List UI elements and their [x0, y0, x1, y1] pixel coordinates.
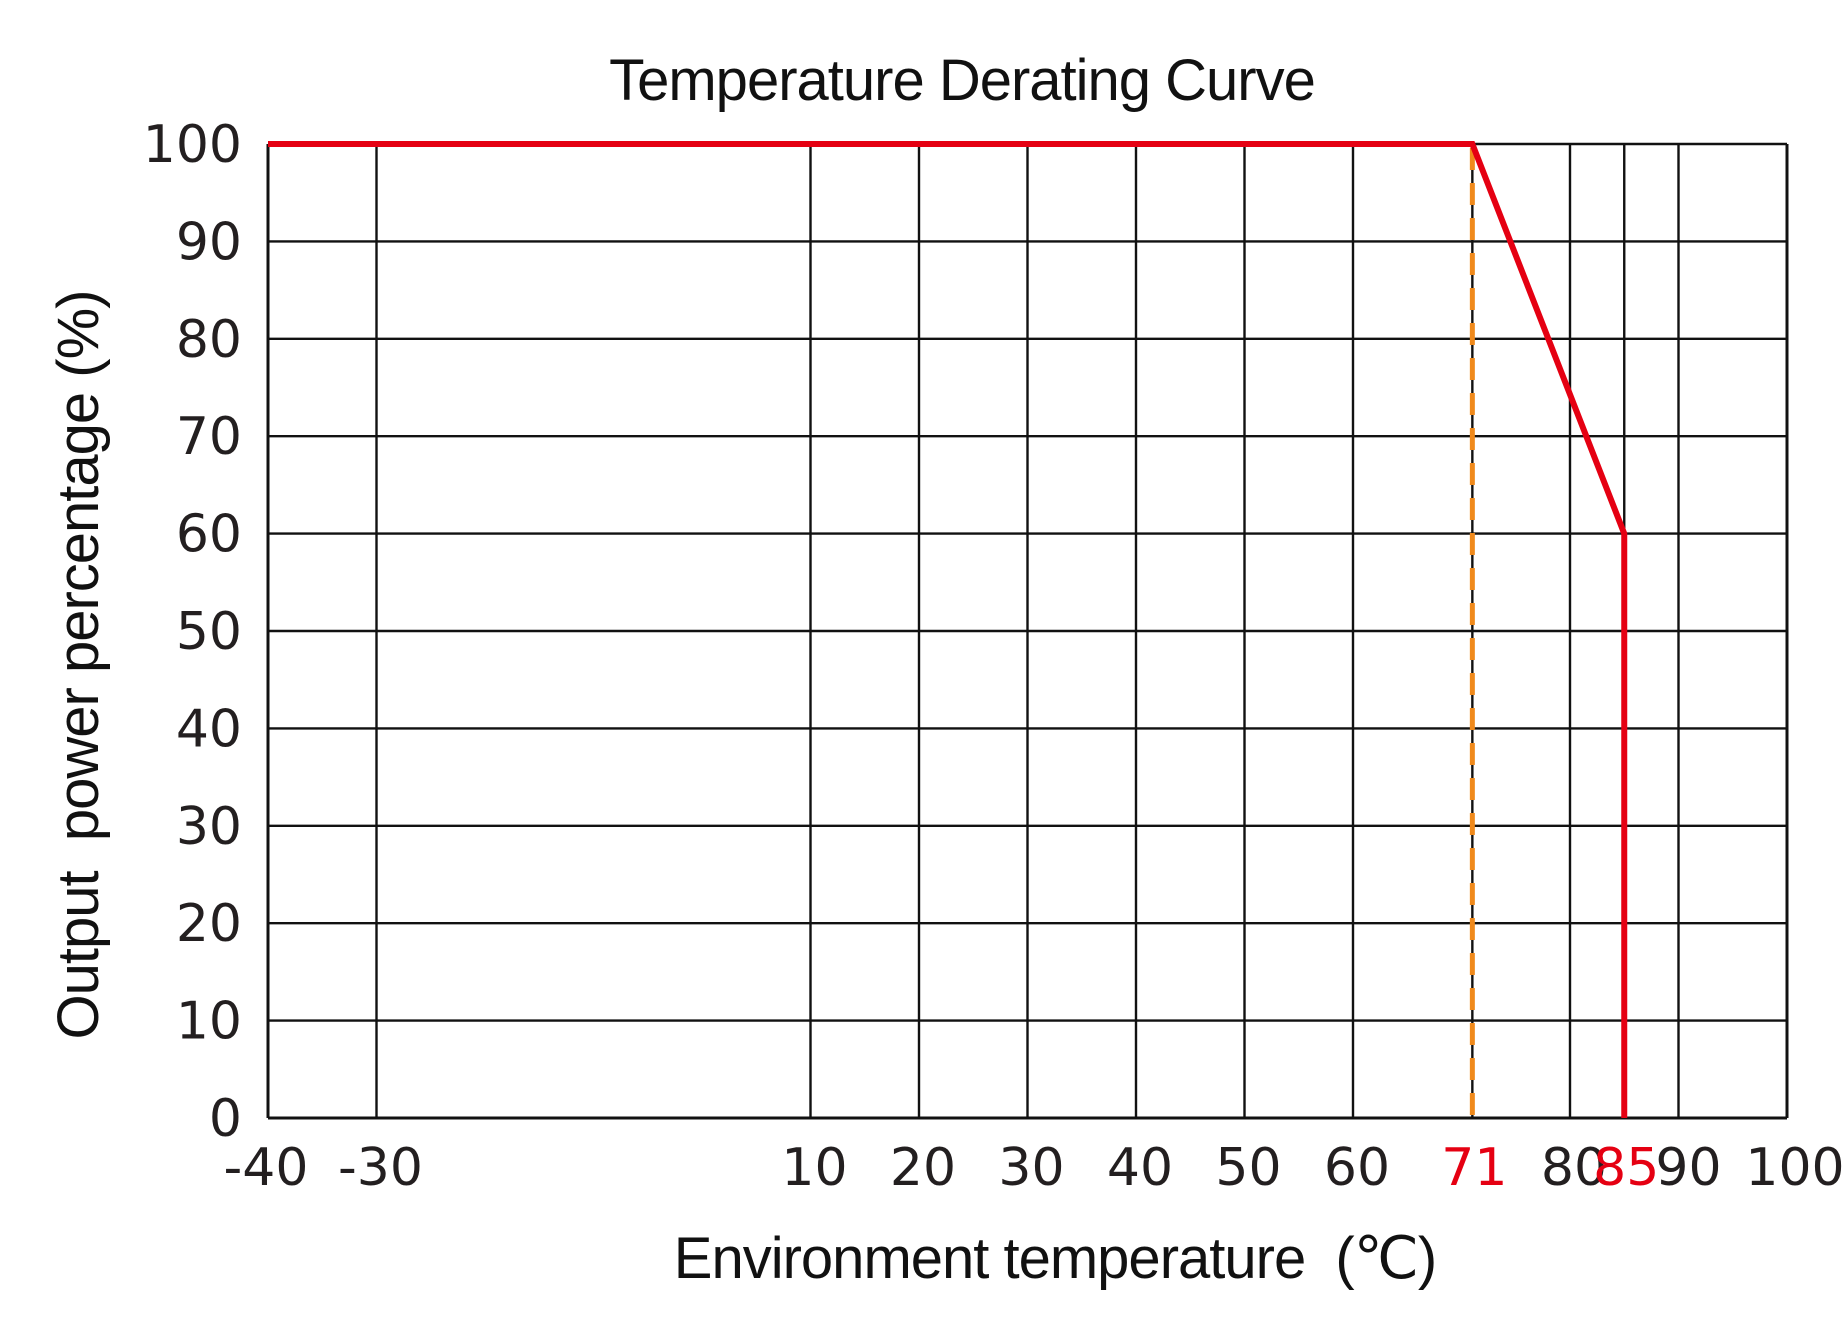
y-tick-label: 10 [176, 992, 242, 1052]
y-axis-title: Output power percentage (%) [46, 291, 111, 1040]
tick-layer: 0 10 20 30 40 50 60 70 80 90 100 -40 -30 10 20 30 40 50 60… [143, 115, 1844, 1198]
y-tick-label: 80 [176, 310, 242, 370]
x-tick-label: 100 [1745, 1138, 1844, 1198]
x-tick-label: 20 [890, 1138, 956, 1198]
y-tick-label: 70 [176, 407, 242, 467]
x-tick-label-highlight: 71 [1441, 1138, 1507, 1198]
y-tick-label: 90 [176, 212, 242, 272]
y-tick-label: 100 [143, 115, 242, 175]
grid-layer [266, 142, 1789, 1120]
x-tick-label: 60 [1324, 1138, 1390, 1198]
x-tick-label: 10 [781, 1138, 847, 1198]
x-tick-label: -40 [224, 1138, 309, 1198]
y-tick-label: 0 [209, 1089, 242, 1149]
x-axis-title: Environment temperature (℃) [674, 1226, 1436, 1291]
x-tick-label: 90 [1655, 1138, 1721, 1198]
chart-title: Temperature Derating Curve [609, 48, 1315, 113]
y-tick-label: 60 [176, 505, 242, 565]
y-tick-label: 50 [176, 602, 242, 662]
y-tick-label: 40 [176, 699, 242, 759]
x-tick-label: 50 [1215, 1138, 1281, 1198]
y-tick-label: 20 [176, 894, 242, 954]
x-tick-label: -30 [338, 1138, 423, 1198]
series-layer [268, 141, 1628, 1118]
x-tick-label-highlight: 85 [1593, 1138, 1659, 1198]
y-tick-label: 30 [176, 797, 242, 857]
derating-curve [268, 141, 1628, 1118]
x-tick-label: 30 [998, 1138, 1064, 1198]
x-tick-label: 80 [1541, 1138, 1607, 1198]
x-tick-label: 40 [1107, 1138, 1173, 1198]
